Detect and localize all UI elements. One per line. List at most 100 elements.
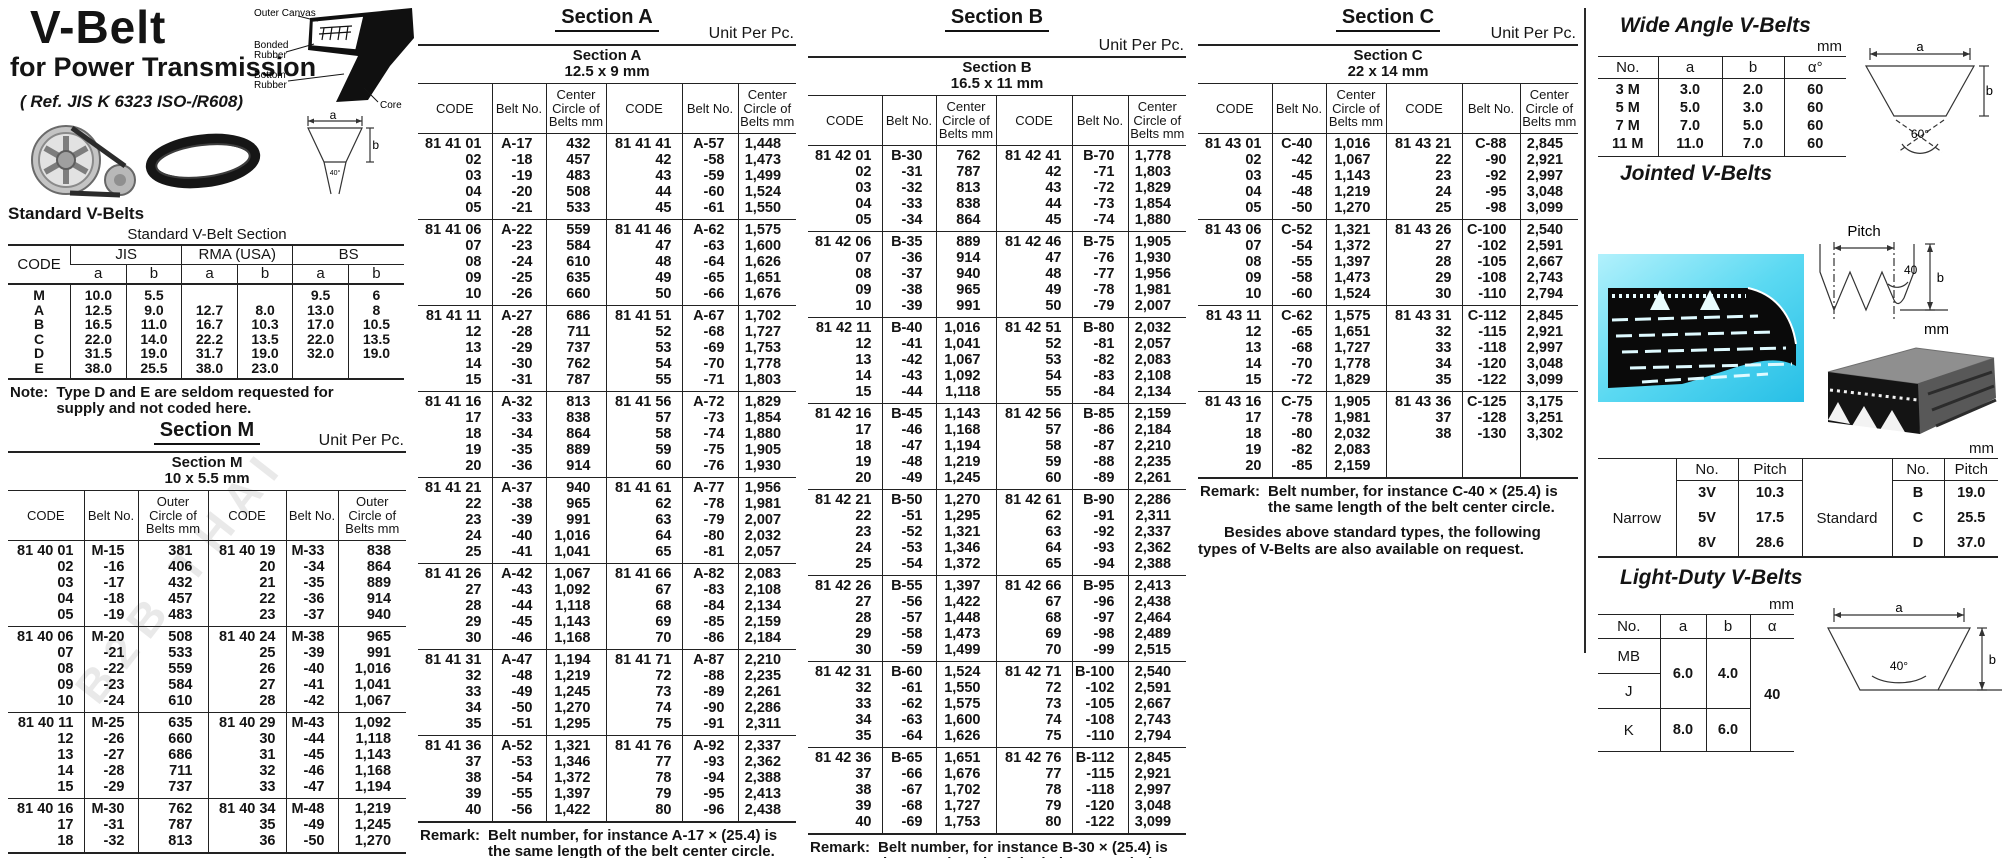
wide-angle-diagram: a b 60° [1864, 40, 1993, 154]
belt-no-cell: -44 [881, 383, 936, 403]
table-cell: 19.0 [125, 346, 182, 361]
belt-no-cell: -66 [681, 285, 738, 305]
belt-no-cell: -89 [1071, 469, 1128, 489]
belt-row-group: 81 40 11 M-25 635 81 40 29 M-43 1,092 12 -26 660… [8, 712, 407, 798]
circle-cell: 2,184 [1127, 421, 1187, 438]
code-cell: 81 42 21 [815, 491, 872, 508]
circle-cell: 991 [935, 297, 996, 317]
belt-row-group: 81 42 06 B-35 889 81 42 46 B-75 1,905 07 -36 914… [808, 231, 1187, 317]
circle-cell: 1,397 [935, 575, 996, 594]
circle-cell: 2,032 [1325, 425, 1386, 442]
belt-no-cell: -59 [881, 641, 936, 661]
belt-no-cell: -40 [285, 660, 338, 677]
circle-cell: 1,880 [737, 425, 797, 442]
circle-cell: 2,159 [1127, 403, 1187, 422]
dim-b: b [1937, 270, 1944, 285]
circle-cell: 610 [137, 692, 208, 712]
circle-cell: 1,550 [737, 199, 797, 219]
belt-no-cell: B-45 [881, 403, 936, 422]
belt-row: 40 -56 1,422 80 -96 2,438 [418, 801, 797, 822]
circle-cell: 1,981 [737, 495, 797, 512]
dim-angle: 40 [1904, 263, 1918, 277]
circle-cell: 1,067 [337, 692, 407, 712]
belt-no-cell: -39 [491, 511, 546, 528]
belt-no-cell: -49 [881, 469, 936, 489]
belt-no-cell: -36 [285, 590, 338, 607]
code-cell: 39 [465, 785, 482, 802]
belt-no-cell: -31 [491, 371, 546, 391]
table-cell: 19.0 [347, 346, 404, 361]
table-cell: 9.5 [292, 284, 349, 303]
belt-cross-section-photo: Outer Canvas Bonded Rubber Bottom Rubber… [254, 5, 414, 111]
code-cell: 35 [1385, 371, 1462, 391]
table-row: E 38.0 25.5 38.0 23.0 [8, 360, 404, 379]
code-cell: 62 [605, 495, 682, 512]
belt-row-group: 81 42 21 B-50 1,270 81 42 61 B-90 2,286 22 -51 1… [808, 489, 1187, 575]
circle-cell: 2,997 [1127, 781, 1187, 798]
code-cell: 37 [855, 765, 872, 782]
belt-no-cell: -71 [1071, 163, 1128, 180]
belt-no-cell: B-100 [1071, 661, 1128, 680]
jointed-belt-photo-gray [1827, 347, 1997, 434]
belt-no-cell: -42 [285, 692, 338, 712]
code-cell: 57 [605, 409, 682, 426]
circle-cell: 1,575 [935, 695, 996, 712]
belt-row: 02 -18 457 42 -58 1,473 [418, 151, 797, 168]
belt-row: 19 -35 889 59 -75 1,905 [418, 441, 797, 458]
code-cell: 32 [465, 667, 482, 684]
code-cell [1385, 457, 1462, 478]
belt-row: 13 -42 1,067 53 -82 2,083 [808, 351, 1187, 368]
code-cell: 81 43 11 [1205, 307, 1262, 324]
circle-cell: 533 [137, 644, 208, 661]
code-cell: 09 [57, 676, 74, 693]
code-cell: 54 [605, 355, 682, 372]
circle-cell: 1,448 [737, 133, 797, 152]
circle-cell: 1,422 [935, 593, 996, 610]
table-cell: 23.0 [236, 360, 293, 379]
code-cell: 81 42 36 [815, 749, 872, 766]
belt-no-cell: -78 [681, 495, 738, 512]
belt-no-cell: -25 [491, 269, 546, 286]
belt-row: 81 43 16 C-75 1,905 81 43 36 C-125 3,175 [1198, 391, 1579, 410]
belt-no-cell: -49 [285, 816, 338, 833]
unit-mm: mm [1924, 321, 1949, 338]
belt-row: 13 -29 737 53 -69 1,753 [418, 339, 797, 356]
belt-no-cell: -42 [881, 351, 936, 368]
code-cell: 35 [855, 727, 872, 744]
belt-no-cell: M-15 [83, 540, 138, 559]
belt-no-cell: -21 [491, 199, 546, 219]
belt-row: 02 -31 787 42 -71 1,803 [808, 163, 1187, 180]
belt-row-group: 81 41 26 A-42 1,067 81 41 66 A-82 2,083 27 -43 1… [418, 563, 797, 649]
belt-row: 81 41 06 A-22 559 81 41 46 A-62 1,575 [418, 219, 797, 238]
belt-no-cell: -26 [491, 285, 546, 305]
belt-no-cell: A-92 [681, 735, 738, 754]
table-cell [292, 360, 349, 379]
code-cell: 13 [57, 746, 74, 763]
belt-no-cell: -120 [1071, 797, 1128, 814]
table-cell: 19.0 [236, 346, 293, 361]
belt-no-cell: A-17 [491, 133, 546, 152]
circle-cell: 1,905 [1127, 231, 1187, 250]
standard-note: Note: Type D and E are seldom requested … [10, 384, 334, 417]
section-c-column: Section C Unit Per Pc. Section C 22 x 14… [1198, 4, 1579, 558]
code-cell: 19 [855, 453, 872, 470]
circle-cell: 838 [337, 540, 407, 559]
code-cell: 07 [465, 237, 482, 254]
circle-cell: 1,600 [737, 237, 797, 254]
code-cell: 04 [57, 590, 74, 607]
circle-cell: 1,803 [1127, 163, 1187, 180]
code-cell: 81 42 16 [815, 405, 872, 422]
table-caption-line2: 22 x 14 mm [1347, 63, 1429, 80]
belt-no-cell: -53 [491, 753, 546, 770]
code-cell: 38 [465, 769, 482, 786]
table-cell: 60 [1783, 99, 1846, 117]
code-cell: 33 [1385, 339, 1462, 356]
belt-no-cell: -42 [1271, 151, 1326, 168]
belt-row: 38 -67 1,702 78 -118 2,997 [808, 781, 1187, 798]
circle-cell: 1,067 [545, 563, 606, 582]
circle-cell: 965 [545, 495, 606, 512]
code-cell: 58 [605, 425, 682, 442]
code-cell: 38 [1385, 425, 1462, 442]
section-b-title: Section B [944, 6, 1050, 32]
